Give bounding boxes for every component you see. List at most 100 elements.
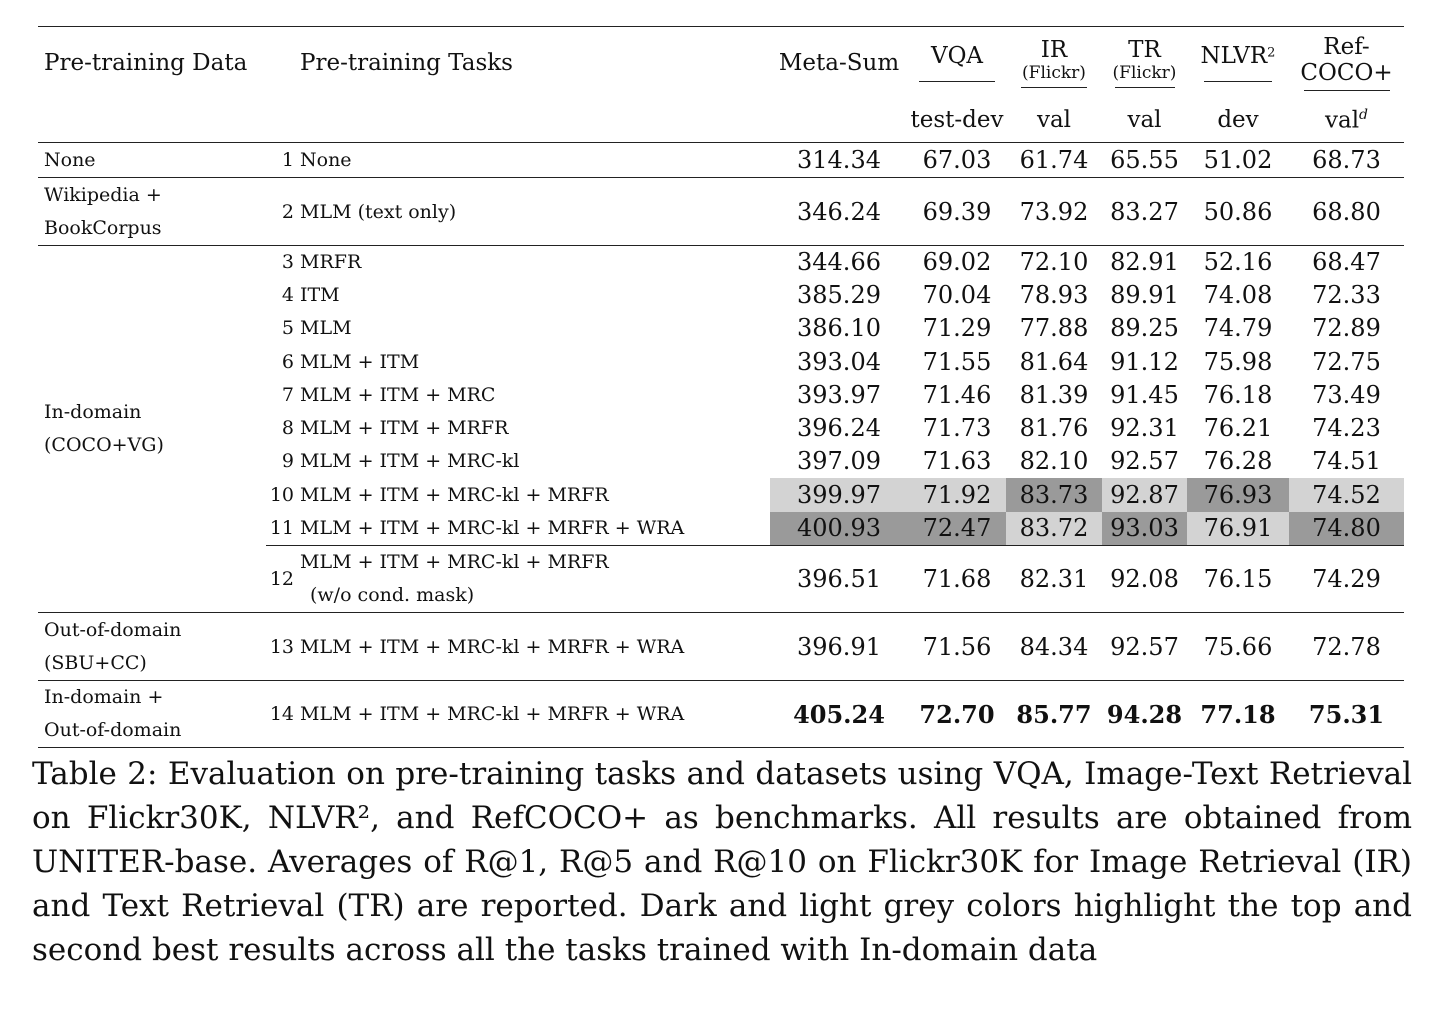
cell-vqa: 72.70 <box>908 680 1006 748</box>
cell-meta-sum: 396.51 <box>770 545 908 613</box>
group-label: Out-of-domain (SBU+CC) <box>38 612 266 681</box>
cell-vqa: 72.47 <box>908 511 1006 546</box>
cell-refcoco: 74.80 <box>1289 511 1404 546</box>
cell-refcoco: 72.33 <box>1312 281 1381 309</box>
cell-meta-sum: 385.29 <box>797 281 881 309</box>
cell-ir: 83.73 <box>1006 477 1102 512</box>
cell-ir: 83.72 <box>1006 511 1102 546</box>
col-header-tasks: Pre-training Tasks <box>300 26 770 99</box>
cell-meta-sum: 397.09 <box>797 447 881 475</box>
table-row: Out-of-domain (SBU+CC) 13 MLM + ITM + MRC… <box>38 612 1404 681</box>
cell-tr: 91.12 <box>1110 347 1179 376</box>
cell-tr: 89.91 <box>1110 281 1179 309</box>
task-label: MLM + ITM + MRFR <box>300 417 509 439</box>
cell-meta-sum: 396.24 <box>797 414 881 442</box>
task-label: ITM <box>300 284 340 306</box>
table-row: 8 MLM + ITM + MRFR 396.24 71.73 81.76 92… <box>38 412 1404 445</box>
table-row: 10 MLM + ITM + MRC-kl + MRFR 399.97 71.9… <box>38 477 1404 512</box>
cell-refcoco: 73.49 <box>1312 381 1381 409</box>
cell-nlvr: 75.98 <box>1203 347 1273 376</box>
cell-nlvr: 77.18 <box>1187 680 1289 748</box>
cell-meta-sum: 393.04 <box>797 347 881 376</box>
task-label: MLM + ITM + MRC-kl <box>300 450 520 472</box>
cell-vqa: 71.73 <box>922 414 992 442</box>
table-row: 11 MLM + ITM + MRC-kl + MRFR + WRA 400.9… <box>38 511 1404 546</box>
cell-ir: 85.77 <box>1006 680 1102 748</box>
cell-meta-sum: 405.24 <box>770 680 908 748</box>
split-nlvr: dev <box>1217 107 1259 134</box>
cell-ir: 72.10 <box>1006 245 1102 279</box>
cell-vqa: 71.63 <box>922 447 992 475</box>
cell-refcoco: 68.47 <box>1289 245 1404 279</box>
cell-ir: 81.64 <box>1019 347 1089 376</box>
task-label: MLM + ITM + MRC-kl + MRFR + WRA <box>300 612 770 681</box>
table-row: 4 ITM 385.29 70.04 78.93 89.91 74.08 72.… <box>38 279 1404 312</box>
task-label: MLM + ITM + MRC-kl + MRFR + WRA <box>300 517 685 540</box>
table-row: Wikipedia + BookCorpus 2 MLM (text only) … <box>38 177 1404 246</box>
cell-nlvr: 52.16 <box>1187 245 1289 279</box>
cell-refcoco: 74.51 <box>1312 447 1381 475</box>
cell-refcoco: 72.89 <box>1312 314 1381 342</box>
cell-nlvr: 76.93 <box>1187 477 1289 512</box>
cell-vqa: 71.55 <box>922 347 992 376</box>
col-header-meta-sum: Meta-Sum <box>770 26 908 99</box>
cell-vqa: 71.92 <box>908 477 1006 512</box>
cell-tr: 83.27 <box>1102 177 1187 246</box>
cell-nlvr: 75.66 <box>1187 612 1289 681</box>
col-header-ir: IR (Flickr) <box>1006 26 1102 99</box>
cell-meta-sum: 396.91 <box>770 612 908 681</box>
cell-refcoco: 68.80 <box>1289 177 1404 246</box>
cell-tr: 92.57 <box>1102 612 1187 681</box>
cell-nlvr: 74.79 <box>1203 314 1273 342</box>
cell-meta-sum: 400.93 <box>770 511 908 546</box>
cell-nlvr: 76.91 <box>1187 511 1289 546</box>
split-refcoco: vald <box>1324 106 1369 134</box>
row-number: 5 <box>281 317 294 339</box>
results-table: Pre-training Data Pre-training Tasks Met… <box>38 26 1404 748</box>
row-number: 7 <box>281 384 294 406</box>
col-header-nlvr: NLVR2 <box>1187 26 1289 99</box>
task-label: None <box>300 142 770 178</box>
task-label: MLM + ITM <box>300 350 420 373</box>
cell-meta-sum: 399.97 <box>770 477 908 512</box>
task-label: MLM + ITM + MRC <box>300 384 496 406</box>
task-label: MLM <box>300 317 352 339</box>
cell-tr: 92.87 <box>1102 477 1187 512</box>
cell-ir: 82.31 <box>1006 545 1102 613</box>
cell-vqa: 69.02 <box>908 245 1006 279</box>
task-label: MLM + ITM + MRC-kl + MRFR + WRA <box>300 680 770 748</box>
task-label: MLM + ITM + MRC-kl + MRFR (w/o cond. mask… <box>300 545 770 613</box>
cell-meta-sum: 386.10 <box>797 314 881 342</box>
row-number: 4 <box>281 284 294 306</box>
cell-refcoco: 74.52 <box>1289 477 1404 512</box>
cell-meta-sum: 344.66 <box>770 245 908 279</box>
cell-refcoco: 74.23 <box>1312 414 1381 442</box>
cell-vqa: 71.68 <box>908 545 1006 613</box>
cell-nlvr: 76.15 <box>1187 545 1289 613</box>
cell-tr: 92.57 <box>1110 447 1179 475</box>
table-row: 9 MLM + ITM + MRC-kl 397.09 71.63 82.10 … <box>38 445 1404 478</box>
cell-ir: 84.34 <box>1006 612 1102 681</box>
cell-refcoco: 72.75 <box>1312 347 1381 376</box>
row-number: 10 <box>269 483 294 506</box>
cell-nlvr: 76.21 <box>1203 414 1273 442</box>
split-tr: val <box>1127 107 1162 134</box>
row-number: 3 <box>266 245 300 279</box>
table-caption: Table 2: Evaluation on pre-training task… <box>32 756 1412 968</box>
cell-ir: 81.39 <box>1019 381 1089 409</box>
cell-refcoco: 74.29 <box>1289 545 1404 613</box>
row-number: 13 <box>266 612 300 681</box>
split-vqa: test-dev <box>910 107 1004 134</box>
cell-ir: 77.88 <box>1019 314 1089 342</box>
cell-tr: 91.45 <box>1110 381 1179 409</box>
cell-ir: 61.74 <box>1006 142 1102 178</box>
cell-tr: 94.28 <box>1102 680 1187 748</box>
cell-refcoco: 72.78 <box>1289 612 1404 681</box>
cell-refcoco: 68.73 <box>1289 142 1404 178</box>
cell-meta-sum: 346.24 <box>770 177 908 246</box>
task-label: MLM + ITM + MRC-kl + MRFR <box>300 483 609 506</box>
cell-vqa: 69.39 <box>908 177 1006 246</box>
cell-ir: 78.93 <box>1019 281 1089 309</box>
split-ir: val <box>1036 107 1072 134</box>
cell-tr: 92.31 <box>1110 414 1179 442</box>
